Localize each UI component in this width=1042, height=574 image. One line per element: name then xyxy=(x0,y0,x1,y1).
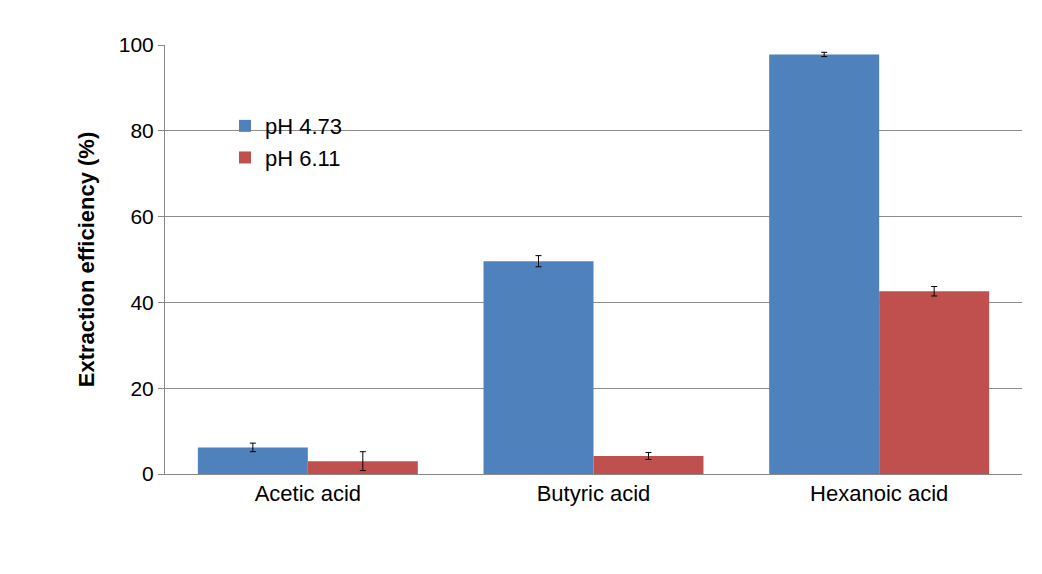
svg-text:20: 20 xyxy=(130,377,153,400)
svg-text:40: 40 xyxy=(130,291,153,314)
svg-text:pH 6.11: pH 6.11 xyxy=(265,146,340,171)
svg-text:0: 0 xyxy=(142,462,154,485)
svg-text:pH 4.73: pH 4.73 xyxy=(265,114,342,139)
svg-text:100: 100 xyxy=(119,33,154,56)
svg-text:80: 80 xyxy=(130,119,153,142)
svg-text:Hexanoic acid: Hexanoic acid xyxy=(810,481,948,506)
svg-text:Extraction efficiency (%): Extraction efficiency (%) xyxy=(74,132,99,388)
svg-text:60: 60 xyxy=(130,205,153,228)
svg-text:Acetic acid: Acetic acid xyxy=(255,481,361,506)
svg-text:Butyric acid: Butyric acid xyxy=(537,481,651,506)
